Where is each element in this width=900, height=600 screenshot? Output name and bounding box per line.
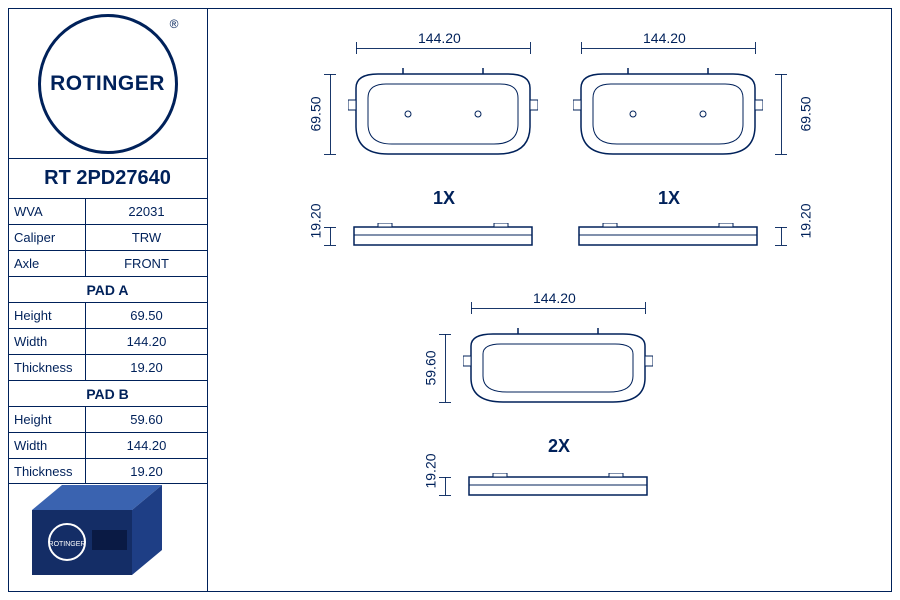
- spec-value: FRONT: [86, 251, 207, 276]
- pad-b-side: [463, 473, 653, 499]
- brand-logo: ROTINGER ®: [38, 14, 178, 154]
- dim-height-right: 69.50: [798, 96, 814, 131]
- dim-line: [445, 334, 446, 402]
- pad-b-header: PAD B: [8, 380, 207, 406]
- spec-key: WVA: [8, 199, 86, 224]
- spec-value: 144.20: [86, 329, 207, 354]
- qty-bottom: 2X: [548, 436, 570, 457]
- dim-tick: [775, 154, 787, 155]
- pad-a-header: PAD A: [8, 276, 207, 302]
- qty-right: 1X: [658, 188, 680, 209]
- dim-tick: [439, 334, 451, 335]
- dim-line: [781, 227, 782, 245]
- dim-width-bottom: 144.20: [533, 290, 576, 306]
- pad-a-front-right: [573, 68, 763, 160]
- dim-thk-bottom: 19.20: [423, 453, 439, 488]
- dim-tick: [439, 477, 451, 478]
- spec-row: Height 59.60: [8, 406, 207, 432]
- brand-name: ROTINGER: [50, 72, 165, 96]
- spec-row: Thickness 19.20: [8, 354, 207, 380]
- dim-tick: [324, 227, 336, 228]
- svg-text:ROTINGER: ROTINGER: [49, 541, 86, 548]
- dim-tick: [645, 302, 646, 314]
- dim-tick: [439, 402, 451, 403]
- dim-tick: [471, 302, 472, 314]
- dim-tick: [439, 495, 451, 496]
- spec-panel: ROTINGER ® RT 2PD27640 WVA 22031 Caliper…: [8, 8, 208, 592]
- dim-height-left: 69.50: [308, 96, 324, 131]
- pad-a-side-right: [573, 223, 763, 249]
- dim-line: [330, 227, 331, 245]
- dim-line: [471, 308, 645, 309]
- dim-tick: [755, 42, 756, 54]
- spec-key: Height: [8, 407, 86, 432]
- dim-tick: [324, 154, 336, 155]
- spec-row: Width 144.20: [8, 432, 207, 458]
- dim-thk-right: 19.20: [798, 203, 814, 238]
- spec-key: Axle: [8, 251, 86, 276]
- dim-line: [330, 74, 331, 154]
- dim-thk-left: 19.20: [308, 203, 324, 238]
- pad-a-front-left: [348, 68, 538, 160]
- spec-key: Width: [8, 433, 86, 458]
- spec-value: TRW: [86, 225, 207, 250]
- dim-tick: [581, 42, 582, 54]
- spec-row: Axle FRONT: [8, 250, 207, 276]
- spec-key: Height: [8, 303, 86, 328]
- dim-line: [781, 74, 782, 154]
- spec-row: Caliper TRW: [8, 224, 207, 250]
- pad-a-side-left: [348, 223, 538, 249]
- spec-row: Width 144.20: [8, 328, 207, 354]
- dim-line: [356, 48, 530, 49]
- pad-b-front: [463, 328, 653, 408]
- dim-tick: [324, 245, 336, 246]
- spec-value: 69.50: [86, 303, 207, 328]
- dim-width-left: 144.20: [418, 30, 461, 46]
- spec-row: WVA 22031: [8, 198, 207, 224]
- spec-value: 19.20: [86, 355, 207, 380]
- spec-key: Width: [8, 329, 86, 354]
- spec-value: 59.60: [86, 407, 207, 432]
- spec-key: Thickness: [8, 355, 86, 380]
- registered-mark: ®: [170, 17, 179, 31]
- dim-height-bottom: 59.60: [423, 350, 439, 385]
- part-number: RT 2PD27640: [8, 158, 207, 198]
- diagram-area: 144.20 144.20 69.50 69.50 19.20 19.20 1X…: [208, 8, 892, 592]
- spec-row: Height 69.50: [8, 302, 207, 328]
- dim-width-right: 144.20: [643, 30, 686, 46]
- dim-tick: [530, 42, 531, 54]
- dim-tick: [324, 74, 336, 75]
- dim-line: [445, 477, 446, 495]
- dim-tick: [775, 227, 787, 228]
- spec-value: 22031: [86, 199, 207, 224]
- dim-tick: [356, 42, 357, 54]
- dim-line: [581, 48, 755, 49]
- spec-value: 144.20: [86, 433, 207, 458]
- dim-tick: [775, 245, 787, 246]
- product-box-icon: ROTINGER: [22, 470, 202, 580]
- qty-left: 1X: [433, 188, 455, 209]
- spec-key: Caliper: [8, 225, 86, 250]
- dim-tick: [775, 74, 787, 75]
